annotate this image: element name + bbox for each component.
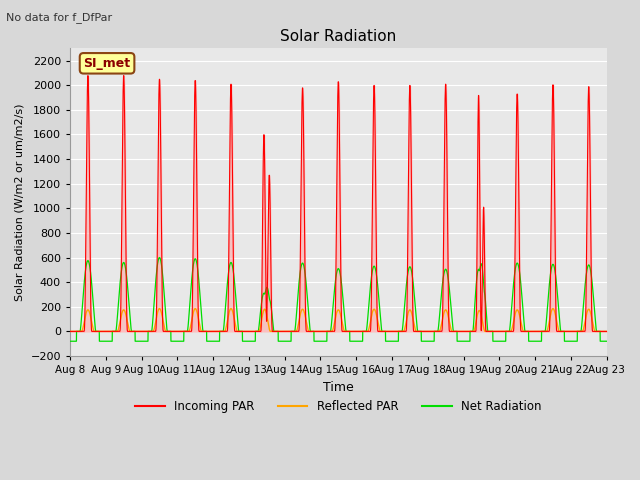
Text: No data for f_DfPar: No data for f_DfPar xyxy=(6,12,113,23)
Y-axis label: Solar Radiation (W/m2 or um/m2/s): Solar Radiation (W/m2 or um/m2/s) xyxy=(15,103,25,301)
Title: Solar Radiation: Solar Radiation xyxy=(280,29,396,44)
X-axis label: Time: Time xyxy=(323,381,354,394)
Text: SI_met: SI_met xyxy=(83,57,131,70)
Legend: Incoming PAR, Reflected PAR, Net Radiation: Incoming PAR, Reflected PAR, Net Radiati… xyxy=(131,396,547,418)
